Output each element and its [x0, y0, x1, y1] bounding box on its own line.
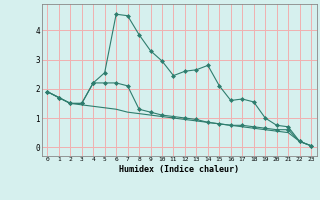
- X-axis label: Humidex (Indice chaleur): Humidex (Indice chaleur): [119, 165, 239, 174]
